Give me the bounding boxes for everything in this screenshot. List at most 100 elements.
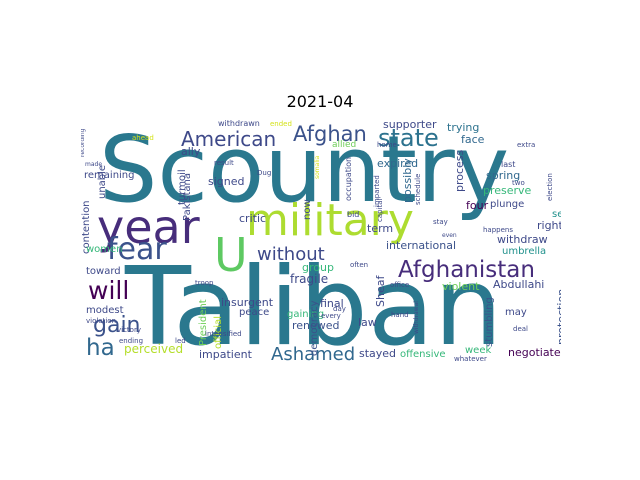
word-negotiate: negotiate [508, 346, 561, 359]
word-troop: troop [195, 279, 214, 287]
word-violent: violent [442, 280, 480, 293]
word-violation: violation [86, 317, 116, 325]
word-gaining: gaining [287, 309, 324, 320]
word-insurgent: insurgent [221, 296, 274, 309]
word-preserve: preserve [483, 184, 532, 197]
word-contention: contention [81, 200, 92, 254]
word-final: final [320, 297, 344, 310]
word-turmoil: turmoil [177, 169, 188, 205]
word-last: last [501, 160, 515, 169]
word-signed: signed [208, 175, 245, 188]
word-international: international [386, 239, 456, 252]
word-withdraw: withdraw [497, 233, 548, 246]
word-occupation: occupation [344, 157, 353, 201]
word-fragile: fragile [290, 272, 328, 286]
word-somalia: somalia [314, 155, 321, 179]
word-recording: recording [81, 128, 86, 157]
word-american: American [181, 127, 276, 151]
word-day: day [333, 305, 346, 313]
word-plunge: plunge [490, 199, 524, 210]
word-sheaf: Sheaf [374, 275, 387, 307]
word-modest: modest [86, 305, 124, 316]
word-fear: fear [107, 232, 167, 267]
word-capital: capital [376, 198, 384, 222]
word-hand: hand [391, 311, 409, 319]
word-happens: happens [483, 226, 513, 234]
word-set: set [552, 209, 561, 220]
word-afghanistan: Afghanistan [398, 257, 535, 283]
word-pakistana: Pakistana [182, 173, 193, 221]
word-deal: deal [513, 325, 528, 333]
word-withdrawn: withdrawn [218, 119, 260, 128]
word-whatever: whatever [454, 355, 487, 363]
word-afghan: Afghan [293, 122, 367, 146]
word-four: four [466, 199, 489, 212]
word-result: result [214, 159, 234, 167]
word-protection: protection [555, 289, 561, 345]
word-ended: ended [270, 120, 292, 128]
word-democracy: democracy [309, 300, 320, 356]
word-possibly: possibly [401, 158, 414, 203]
word-week: week [465, 345, 491, 356]
word-year: year [97, 200, 200, 254]
word-official: official [213, 316, 224, 349]
word-perceived: perceived [124, 342, 183, 356]
word-group: group [302, 261, 334, 274]
word-dug: Dug [257, 169, 271, 177]
word-now: now [302, 199, 313, 220]
word-abdullahi: Abdullahi [493, 278, 544, 291]
word-office: office [390, 281, 409, 289]
word-term: term [367, 222, 393, 235]
word-stay: stay [433, 218, 448, 226]
word-led: led [175, 337, 186, 345]
word-impatient: impatient [199, 348, 253, 361]
word-every: every [321, 312, 341, 320]
word-will: will [88, 276, 129, 305]
word-state: state [378, 124, 439, 152]
word-women: women [86, 244, 123, 255]
word-spring: spring [486, 169, 520, 182]
word-election: election [546, 173, 554, 201]
word-remaining: remaining [84, 170, 135, 181]
word-process: process [453, 149, 466, 192]
word-toward: toward [86, 266, 121, 277]
word-right: right [537, 219, 561, 232]
word-renewed: renewed [292, 319, 340, 332]
word-ashamed: Ashamed [271, 344, 355, 364]
word-offensive: offensive [400, 349, 446, 360]
word-allied: allied [332, 140, 356, 150]
word-home: home [377, 141, 397, 149]
word-law: law [358, 316, 377, 329]
word-critic: critic [239, 212, 266, 225]
word-withdrawal: withdrawal [413, 301, 420, 334]
word-made: made [85, 161, 102, 168]
word-u: U [214, 228, 248, 282]
word-even: even [442, 232, 457, 239]
word-unable: unable [97, 165, 108, 199]
word-peace: peace [239, 307, 269, 318]
word-face: face [461, 133, 485, 146]
word-ending: ending [119, 337, 143, 345]
word-schedule: schedule [414, 174, 422, 205]
word-extra: extra [517, 141, 535, 149]
word-ally: ally [181, 145, 201, 158]
word-gain: gain [93, 313, 141, 338]
word-two: two [512, 179, 525, 187]
word-bid: bid [347, 210, 359, 219]
word-stumbling: stumbling [484, 297, 495, 347]
word-scountry: Scountry [99, 119, 509, 223]
word-military: military [246, 195, 414, 246]
word-president: President [198, 299, 209, 346]
word-victory: victory [117, 326, 141, 334]
word-may: may [505, 307, 527, 318]
word-often: often [350, 261, 368, 269]
word-expired: expired [377, 157, 418, 170]
word-umbrella: umbrella [502, 246, 546, 257]
word-stayed: stayed [359, 347, 396, 360]
word-ha: ha [86, 335, 115, 361]
chart-title: 2021-04 [286, 92, 354, 111]
word-ahead: ahead [132, 134, 154, 142]
word-without: without [257, 244, 325, 265]
word-intensified: intensified [205, 330, 242, 338]
